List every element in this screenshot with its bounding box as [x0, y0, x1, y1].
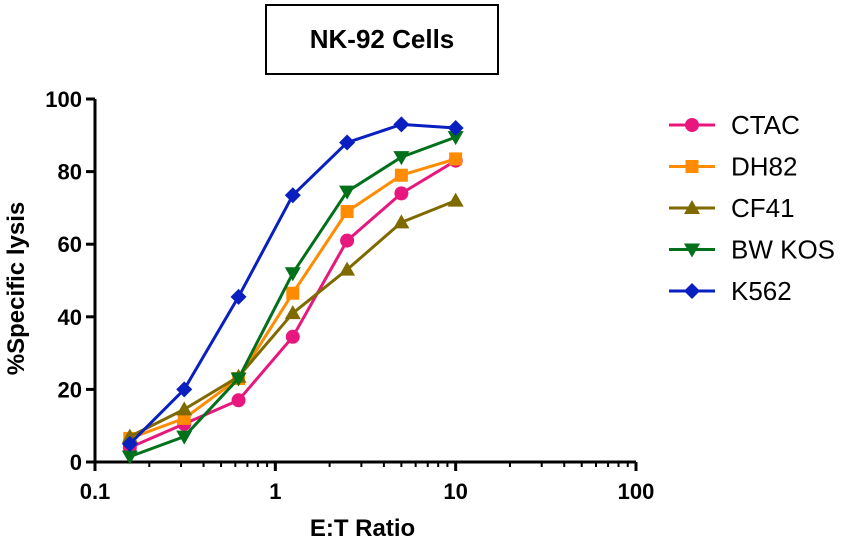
legend-marker	[685, 118, 699, 132]
data-point-bw-kos	[121, 450, 138, 465]
data-point-dh82	[286, 286, 300, 300]
data-point-bw-kos	[393, 151, 410, 166]
data-point-dh82	[340, 205, 354, 219]
data-point-cf41	[339, 261, 356, 276]
series-cf41	[121, 192, 464, 443]
data-point-bw-kos	[339, 185, 356, 200]
legend-item-k562: K562	[669, 276, 792, 306]
legend-item-bw-kos: BW KOS	[669, 235, 835, 265]
series-k562	[121, 116, 464, 452]
data-point-ctac	[340, 233, 355, 248]
y-tick-label: 20	[58, 377, 82, 402]
data-point-dh82	[449, 152, 463, 166]
legend-label: DH82	[731, 152, 797, 182]
legend-item-dh82: DH82	[669, 152, 797, 182]
y-tick-label: 60	[58, 232, 82, 257]
legend-marker	[684, 200, 700, 214]
data-point-dh82	[394, 168, 408, 182]
data-point-k562	[176, 381, 193, 398]
data-point-k562	[284, 187, 301, 204]
legend-label: CF41	[731, 193, 795, 223]
data-point-cf41	[447, 192, 464, 207]
x-tick-label: 1	[269, 479, 281, 504]
y-axis-label: %Specific lysis	[3, 202, 30, 375]
data-point-k562	[121, 435, 138, 452]
data-point-ctac	[394, 186, 409, 201]
chart-title: NK-92 Cells	[265, 4, 499, 75]
data-point-cf41	[284, 305, 301, 320]
legend-label: CTAC	[731, 110, 800, 140]
plot-area	[121, 116, 464, 465]
legend-item-ctac: CTAC	[669, 110, 800, 140]
legend: CTAC DH82 CF41 BW KOS K562	[669, 110, 835, 306]
legend-marker	[685, 160, 699, 173]
x-tick-label: 100	[618, 479, 655, 504]
data-point-bw-kos	[447, 131, 464, 146]
data-point-bw-kos	[176, 430, 193, 445]
series-line-ctac	[129, 159, 457, 449]
data-point-cf41	[176, 401, 193, 416]
x-axis-label: E:T Ratio	[310, 515, 415, 542]
data-point-k562	[447, 120, 464, 137]
data-point-bw-kos	[230, 372, 247, 387]
axes: 0 20 40 60 80 100 0.1 1 10 100 E:T Ratio %Specific …	[3, 87, 654, 542]
data-point-cf41	[393, 214, 410, 229]
y-tick-label: 40	[58, 305, 82, 330]
x-tick-label: 0.1	[80, 479, 111, 504]
data-point-k562	[339, 134, 356, 151]
data-point-bw-kos	[284, 267, 301, 282]
legend-item-cf41: CF41	[669, 193, 795, 223]
data-point-k562	[230, 288, 247, 305]
x-tick-label: 10	[443, 479, 467, 504]
legend-marker	[684, 283, 700, 299]
y-tick-label: 100	[45, 87, 82, 112]
legend-label: K562	[731, 276, 792, 306]
data-point-k562	[393, 116, 410, 133]
y-tick-label: 80	[58, 160, 82, 185]
legend-marker	[684, 243, 700, 258]
data-point-ctac	[231, 393, 246, 408]
y-tick-label: 0	[70, 450, 82, 475]
data-point-ctac	[285, 329, 300, 344]
legend-label: BW KOS	[731, 235, 835, 265]
series-bw-kos	[121, 131, 464, 465]
